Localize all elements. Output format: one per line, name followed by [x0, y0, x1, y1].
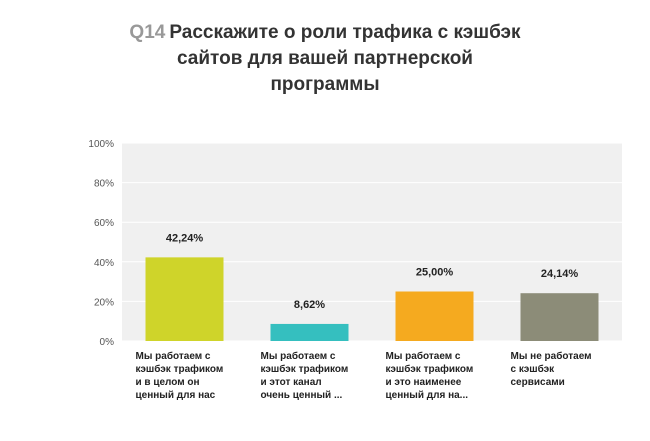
category-label-line: кэшбэк трафиком: [260, 364, 349, 375]
category-label-line: с кэшбэк: [510, 364, 555, 375]
category-label-line: кэшбэк трафиком: [385, 364, 474, 375]
title-line-1: Расскажите о роли трафика с кэшбэк: [169, 22, 521, 43]
y-tick-label: 60%: [94, 218, 114, 229]
title-line-3: программы: [270, 74, 380, 95]
y-tick-label: 100%: [88, 139, 114, 150]
bar-value-label: 42,24%: [166, 232, 204, 244]
bar-value-label: 8,62%: [294, 299, 325, 311]
question-number: Q14: [129, 22, 166, 43]
bar-value-label: 24,14%: [541, 268, 579, 280]
category-label-line: ценный для на...: [385, 390, 469, 401]
category-label-line: Мы не работаем: [510, 351, 592, 362]
category-label: Мы работаем с кэшбэк трафиком и это наимен…: [386, 350, 486, 402]
category-label-line: ценный для нас: [135, 390, 216, 401]
bar: [270, 323, 349, 341]
bar: [145, 257, 224, 341]
category-label: Мы не работаем с кэшбэк сервисами: [511, 350, 611, 389]
category-label-line: и это наименее: [385, 377, 462, 388]
category-label-line: Мы работаем с: [135, 351, 211, 362]
category-label-line: сервисами: [510, 377, 565, 388]
category-label-line: кэшбэк трафиком: [135, 364, 224, 375]
y-tick-label: 40%: [94, 258, 114, 269]
chart-title: Q14 Расскажите о роли трафика с кэшбэк са…: [100, 20, 550, 98]
category-label-line: очень ценный ...: [260, 390, 343, 401]
category-label: Мы работаем с кэшбэк трафиком и в целом он…: [136, 350, 236, 402]
category-label-line: и этот канал: [260, 377, 322, 388]
y-tick-label: 20%: [94, 297, 114, 308]
y-tick-label: 80%: [94, 179, 114, 190]
bar: [395, 291, 474, 341]
category-label-line: Мы работаем с: [385, 351, 461, 362]
bar-value-label: 25,00%: [416, 267, 454, 279]
title-line-2: сайтов для вашей партнерской: [177, 48, 473, 69]
y-tick-label: 0%: [100, 337, 115, 348]
category-label-line: Мы работаем с: [260, 351, 336, 362]
bar: [520, 293, 599, 341]
category-label: Мы работаем с кэшбэк трафиком и этот канал…: [261, 350, 361, 402]
category-label-line: и в целом он: [135, 377, 200, 388]
